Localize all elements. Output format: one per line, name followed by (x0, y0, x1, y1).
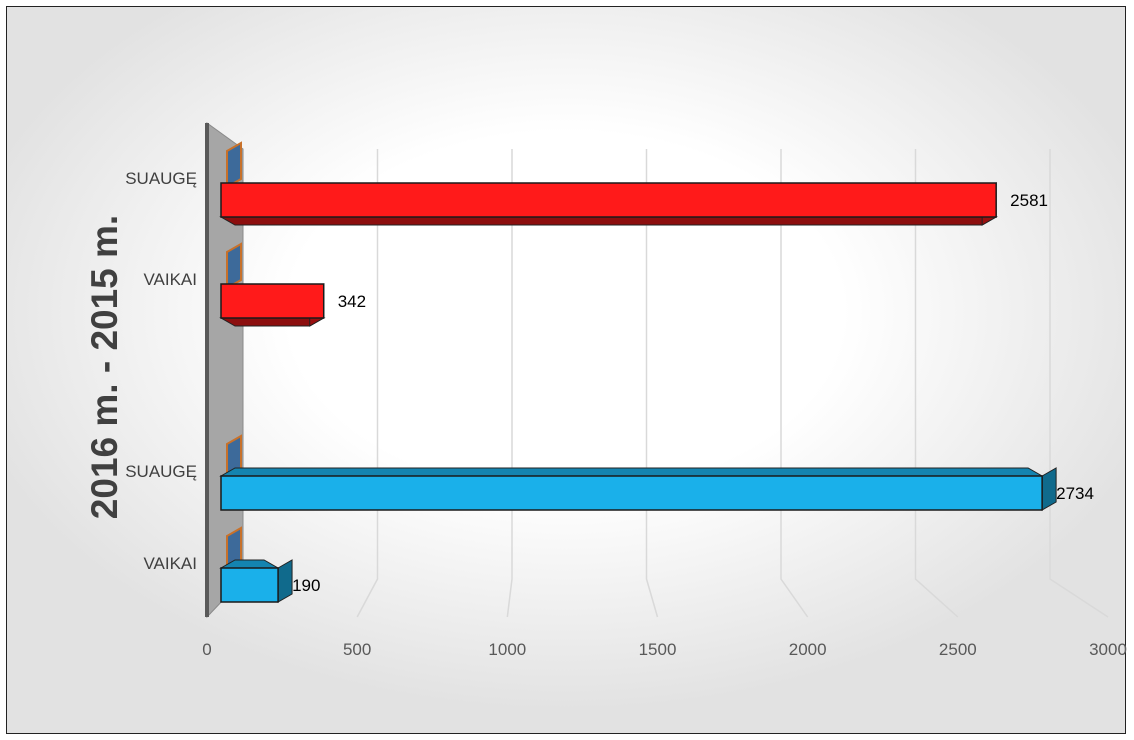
data-label: 342 (338, 292, 366, 311)
bar (221, 183, 996, 217)
category-label: SUAUGĘ (125, 462, 197, 481)
x-tick-label: 0 (202, 640, 211, 659)
bar (221, 476, 1042, 510)
bar-side-face (1042, 468, 1056, 510)
bar (221, 284, 324, 318)
bar-chart: 0 500 1000 1500 2000 2500 3000 2581 SUAUGĘ 342 VAI… (7, 7, 1127, 735)
category-label: VAIKAI (143, 554, 197, 573)
x-tick-label: 1500 (639, 640, 677, 659)
category-label: VAIKAI (143, 270, 197, 289)
bar-side-face (278, 560, 292, 602)
y-axis-title: 2016 m. - 2015 m. (84, 215, 125, 519)
bar-depth-face (221, 217, 996, 225)
x-tick-label: 1000 (488, 640, 526, 659)
bar-depth-marker (227, 244, 241, 288)
chart-frame: 0 500 1000 1500 2000 2500 3000 2581 SUAUGĘ 342 VAI… (6, 6, 1126, 734)
x-tick-label: 3000 (1089, 640, 1127, 659)
category-label: SUAUGĘ (125, 169, 197, 188)
bars (221, 143, 1056, 602)
bar (221, 568, 278, 602)
x-tick-label: 500 (343, 640, 371, 659)
gridline (1050, 149, 1108, 617)
bar-depth-face (221, 318, 324, 326)
x-tick-label: 2000 (789, 640, 827, 659)
data-label: 2734 (1056, 484, 1094, 503)
x-tick-label: 2500 (939, 640, 977, 659)
data-label: 2581 (1010, 191, 1048, 210)
bar-depth-face (221, 468, 1042, 476)
bar-depth-marker (227, 143, 241, 187)
data-label: 190 (292, 576, 320, 595)
